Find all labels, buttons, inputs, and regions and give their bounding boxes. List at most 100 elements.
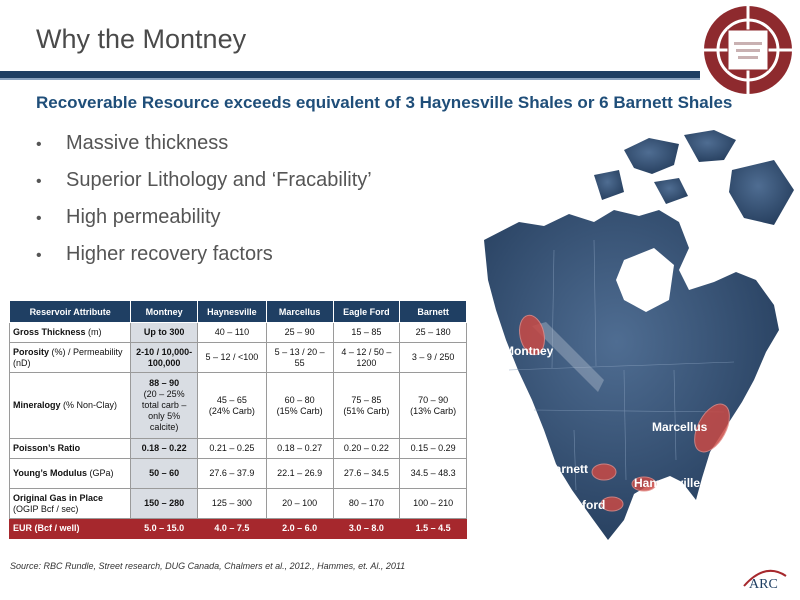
table-row: Poisson’s Ratio 0.18 – 0.22 0.21 – 0.25 … [8,438,467,459]
attribute-unit: (% Non-Clay) [60,400,118,410]
attribute-cell: Gross Thickness (m) [8,322,132,343]
attribute-unit: (GPa) [87,468,114,478]
bullet-list: • Massive thickness • Superior Lithology a… [36,130,372,278]
table-row: Mineralogy (% Non-Clay) 88 – 90 (20 – 25%… [8,372,467,439]
table-cell: 88 – 90 (20 – 25% total carb – only 5% ca… [130,372,199,439]
attribute-cell: Mineralogy (% Non-Clay) [8,372,132,439]
table-cell: 5 – 12 / <100 [197,342,267,373]
attribute-cell: Original Gas in Place (OGIP Bcf / sec) [8,488,132,519]
table-cell: 40 – 110 [197,322,267,343]
table-cell: 0.15 – 0.29 [399,438,467,459]
arc-logo-text: ARC [749,577,778,592]
column-header: Marcellus [265,300,334,323]
title-rule [0,71,700,78]
eagleford-label: Eagleford [550,498,606,512]
table-cell: 50 – 60 [130,458,199,489]
table-row: Porosity (%) / Permeability (nD) 2-10 / … [8,342,467,373]
table-cell: 0.21 – 0.25 [197,438,267,459]
attribute-unit: (%) / Permeability (nD) [13,346,123,368]
table-cell: 27.6 – 37.9 [197,458,267,489]
cell-value: 60 – 80 [284,394,315,405]
bullet-item: • High permeability [36,204,372,241]
table-header-row: Reservoir Attribute Montney Haynesville … [8,300,467,323]
table-cell: 27.6 – 34.5 [332,458,401,489]
bullet-text: Superior Lithology and ‘Fracability’ [66,169,372,191]
table-cell: Up to 300 [130,322,199,343]
table-cell: 1.5 – 4.5 [399,518,467,539]
bullet-item: • Superior Lithology and ‘Fracability’ [36,167,372,204]
cell-subvalue: (13% Carb) [410,405,457,416]
attribute-cell: Porosity (%) / Permeability (nD) [8,342,132,373]
montney-label: Montney [504,344,554,358]
attribute-name: Mineralogy [13,400,61,410]
north-america-map: Montney Marcellus Barnett Hanyesville Ea… [474,130,800,550]
table-cell: 4.0 – 7.5 [197,518,267,539]
table-row: Original Gas in Place (OGIP Bcf / sec) 1… [8,488,467,519]
column-header: Montney [130,300,199,323]
table-row: Gross Thickness (m) Up to 300 40 – 110 2… [8,322,467,343]
table-row-eur: EUR (Bcf / well) 5.0 – 15.0 4.0 – 7.5 2.… [8,518,467,539]
cell-subvalue: (15% Carb) [276,405,323,416]
table-cell: 5.0 – 15.0 [130,518,199,539]
attribute-name: Porosity [13,346,50,357]
table-cell: 3 – 9 / 250 [399,342,467,373]
table-cell: 80 – 170 [332,488,401,519]
marcellus-label: Marcellus [652,420,708,434]
bullet-text: High permeability [66,206,221,228]
attribute-cell: EUR (Bcf / well) [8,518,132,539]
corporate-logo [704,6,792,94]
table-cell: 22.1 – 26.9 [265,458,334,489]
slide-subtitle: Recoverable Resource exceeds equivalent … [36,93,733,112]
attribute-unit: (m) [85,327,102,337]
column-header: Reservoir Attribute [8,300,132,323]
bullet-text: Higher recovery factors [66,243,273,265]
slide-title: Why the Montney [36,24,247,54]
cell-value: 70 – 90 [418,394,449,405]
bullet-dot-icon: • [36,173,42,190]
table-cell: 150 – 280 [130,488,199,519]
bullet-item: • Massive thickness [36,130,372,167]
attribute-name: Poisson’s Ratio [13,443,81,453]
bullet-dot-icon: • [36,247,42,264]
table-row: Young’s Modulus (GPa) 50 – 60 27.6 – 37.… [8,458,467,489]
table-cell: 0.18 – 0.22 [130,438,199,459]
table-cell: 70 – 90 (13% Carb) [399,372,467,439]
table-cell: 0.18 – 0.27 [265,438,334,459]
table-cell: 0.20 – 0.22 [332,438,401,459]
bullet-text: Massive thickness [66,132,229,154]
barnett-label: Barnett [546,462,589,476]
cell-subvalue: (51% Carb) [343,405,390,416]
attribute-name: EUR (Bcf / well) [13,523,80,533]
column-header: Haynesville [197,300,267,323]
table-cell: 75 – 85 (51% Carb) [332,372,401,439]
table-cell: 34.5 – 48.3 [399,458,467,489]
cell-subvalue: (24% Carb) [208,405,255,416]
table-cell: 20 – 100 [265,488,334,519]
attribute-name: Original Gas in Place [13,492,104,503]
attribute-cell: Young’s Modulus (GPa) [8,458,132,489]
table-cell: 2-10 / 10,000-100,000 [130,342,199,373]
column-header: Eagle Ford [332,300,401,323]
table-cell: 2.0 – 6.0 [265,518,334,539]
bullet-item: • Higher recovery factors [36,241,372,278]
table-cell: 5 – 13 / 20 – 55 [265,342,334,373]
bullet-dot-icon: • [36,136,42,153]
table-cell: 25 – 180 [399,322,467,343]
table-cell: 15 – 85 [332,322,401,343]
attribute-name: Young’s Modulus [13,468,87,478]
table-cell: 100 – 210 [399,488,467,519]
table-cell: 45 – 65 (24% Carb) [197,372,267,439]
title-rule-accent [0,78,700,80]
cell-subvalue: (20 – 25% total carb – only 5% calcite) [141,389,187,432]
arc-logo: ARC [743,569,787,592]
table-cell: 3.0 – 8.0 [332,518,401,539]
attribute-cell: Poisson’s Ratio [8,438,132,459]
cell-value: 75 – 85 [351,394,382,405]
attribute-unit: (OGIP Bcf / sec) [13,503,79,514]
source-note: Source: RBC Rundle, Street research, DUG… [10,561,406,571]
table-cell: 60 – 80 (15% Carb) [265,372,334,439]
attribute-name: Gross Thickness [13,327,86,337]
north-america-map-graphic [484,130,794,540]
cell-value: 88 – 90 [149,378,180,388]
column-header: Barnett [399,300,467,323]
